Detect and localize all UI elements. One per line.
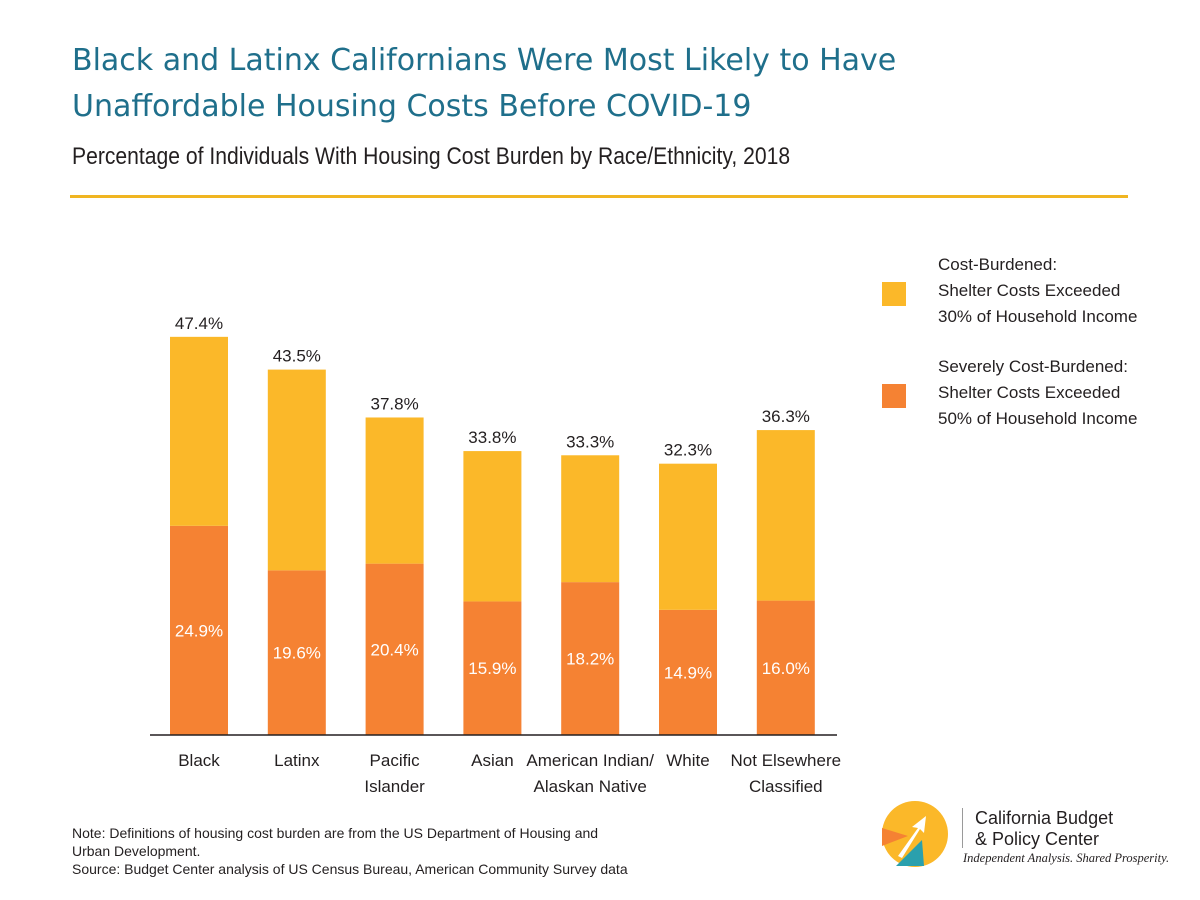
chart-footnote: Note: Definitions of housing cost burden…	[72, 824, 772, 878]
legend-label: Shelter Costs Exceeded	[938, 281, 1120, 300]
bar-severely-cost-burdened	[463, 601, 522, 735]
chart-title-line-2: Unaffordable Housing Costs Before COVID-…	[72, 89, 752, 124]
x-tick-label: Latinx	[274, 751, 320, 770]
x-tick-label: Islander	[364, 777, 425, 796]
severe-value-label: 15.9%	[468, 659, 516, 678]
bar-severely-cost-burdened	[659, 609, 717, 735]
bar-severely-cost-burdened	[267, 570, 326, 735]
bar-severely-cost-burdened	[756, 600, 815, 735]
bar-severely-cost-burdened	[170, 525, 228, 735]
budget-center-logo-icon	[882, 801, 948, 867]
note-line-1: Note: Definitions of housing cost burden…	[72, 825, 599, 841]
stacked-bar-chart: 47.4% 24.9% Black 43.5% 19.6% Latinx 37.8% 20.4…	[150, 255, 1137, 796]
legend-swatch-cost-burdened	[882, 282, 906, 306]
chart-title: Black and Latinx Californians Were Most …	[72, 38, 1152, 130]
x-tick-label: Asian	[471, 751, 514, 770]
legend-label: 50% of Household Income	[938, 409, 1137, 428]
total-value-label: 32.3%	[664, 441, 712, 460]
bar-cost-burdened	[463, 451, 522, 602]
logo-orange-shape	[882, 828, 908, 846]
severe-value-label: 18.2%	[566, 650, 614, 669]
source-line: Source: Budget Center analysis of US Cen…	[72, 861, 628, 877]
severe-value-label: 14.9%	[664, 663, 712, 682]
bar-cost-burdened	[756, 430, 815, 601]
logo-teal-shape	[896, 840, 924, 866]
legend-label: Severely Cost-Burdened:	[938, 357, 1128, 376]
bar-severely-cost-burdened	[365, 563, 424, 735]
bar-cost-burdened	[561, 455, 620, 583]
severe-value-label: 19.6%	[273, 644, 321, 663]
legend-label: 30% of Household Income	[938, 307, 1137, 326]
chart-title-line-1: Black and Latinx Californians Were Most …	[72, 43, 897, 78]
title-divider	[70, 195, 1128, 198]
x-tick-label: American Indian/	[526, 751, 654, 770]
logo-arrow	[898, 816, 926, 858]
note-line-2: Urban Development.	[72, 843, 201, 859]
logo-tagline: Independent Analysis. Shared Prosperity.	[963, 851, 1170, 865]
logo-name-line-2: & Policy Center	[975, 829, 1100, 849]
severe-value-label: 24.9%	[175, 621, 223, 640]
logo-name-line-1: California Budget	[975, 808, 1114, 828]
x-tick-label: Pacific	[370, 751, 421, 770]
logo-wordmark: California Budget & Policy Center	[975, 808, 1113, 850]
x-tick-label: Alaskan Native	[534, 777, 647, 796]
total-value-label: 33.3%	[566, 432, 614, 451]
total-value-label: 36.3%	[762, 407, 810, 426]
total-value-label: 47.4%	[175, 314, 223, 333]
legend-label: Cost-Burdened:	[938, 255, 1057, 274]
bar-cost-burdened	[170, 336, 228, 526]
legend-label: Shelter Costs Exceeded	[938, 383, 1120, 402]
x-tick-label: Classified	[749, 777, 823, 796]
x-tick-label: Not Elsewhere	[731, 751, 842, 770]
total-value-label: 37.8%	[370, 394, 418, 413]
chart-subtitle: Percentage of Individuals With Housing C…	[72, 143, 791, 170]
legend-swatch-severely-cost-burdened	[882, 384, 906, 408]
bar-cost-burdened	[267, 369, 326, 571]
bar-cost-burdened	[365, 417, 424, 564]
total-value-label: 43.5%	[273, 347, 321, 366]
x-tick-label: Black	[178, 751, 220, 770]
severe-value-label: 20.4%	[370, 640, 418, 659]
logo-divider	[962, 808, 963, 848]
bar-severely-cost-burdened	[561, 582, 620, 735]
total-value-label: 33.8%	[468, 428, 516, 447]
severe-value-label: 16.0%	[762, 659, 810, 678]
bar-cost-burdened	[659, 463, 717, 610]
x-tick-label: White	[666, 751, 709, 770]
